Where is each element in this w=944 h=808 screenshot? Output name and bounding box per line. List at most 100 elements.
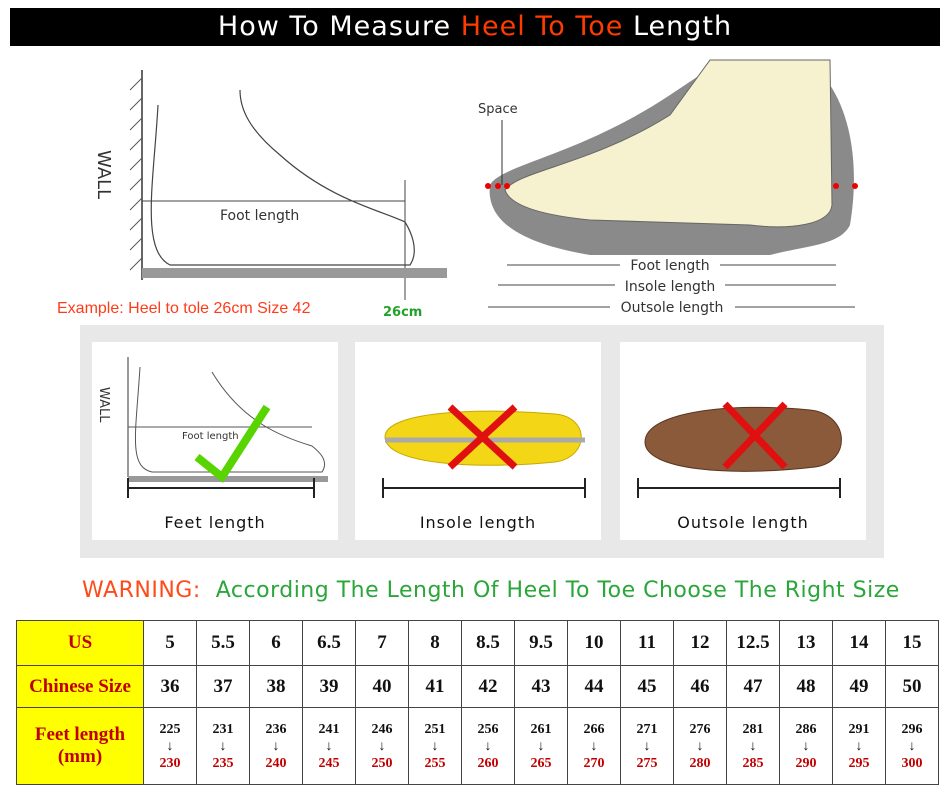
range-from: 266 [583, 721, 605, 737]
shoe-cross-section-diagram: Space Foot length Insole length Outsole … [478, 59, 858, 316]
range-to: 240 [265, 755, 287, 771]
range-to: 290 [795, 755, 817, 771]
arrow-down-icon: ↓ [802, 738, 810, 754]
range-to: 300 [901, 755, 923, 771]
space-label: Space [478, 102, 518, 117]
table-cell: 8.5 [461, 620, 515, 666]
range-to: 285 [742, 755, 764, 771]
table-cell: 11 [620, 620, 674, 666]
table-cell: 5 [143, 620, 197, 666]
table-cell: 7 [355, 620, 409, 666]
card-label: Feet length [164, 513, 266, 532]
foot-wall-diagram: WALL Foot length [93, 70, 447, 300]
table-cell: 271 ↓ 275 [620, 707, 674, 785]
title-highlight: Heel To Toe [460, 11, 624, 42]
table-cell: 281 ↓ 285 [726, 707, 780, 785]
header-line: Feet length [34, 724, 126, 745]
arrow-down-icon: ↓ [537, 738, 545, 754]
table-cell: 10 [567, 620, 621, 666]
range-from: 231 [212, 721, 234, 737]
row-header: Feet length (mm) [16, 707, 144, 785]
arrow-down-icon: ↓ [219, 738, 227, 754]
table-cell: 276 ↓ 280 [673, 707, 727, 785]
arrow-down-icon: ↓ [378, 738, 386, 754]
range-to: 250 [371, 755, 393, 771]
table-cell: 40 [355, 665, 409, 708]
wall-label: WALL [93, 150, 114, 199]
range-to: 255 [424, 755, 446, 771]
table-cell: 45 [620, 665, 674, 708]
arrow-down-icon: ↓ [590, 738, 598, 754]
table-cell: 48 [779, 665, 833, 708]
warning-message: According The Length Of Heel To Toe Choo… [215, 578, 900, 603]
example-text: Example: Heel to tole 26cm Size 42 [57, 300, 311, 317]
outsole-illustration [637, 401, 842, 498]
arrow-down-icon: ↓ [272, 738, 280, 754]
range-from: 296 [901, 721, 923, 737]
insole-illustration [382, 404, 586, 498]
range-to: 230 [159, 755, 181, 771]
warning-prefix: WARNING: [82, 578, 201, 603]
arrow-down-icon: ↓ [431, 738, 439, 754]
card-outsole-length: Outsole length [620, 342, 866, 540]
table-cell: 12 [673, 620, 727, 666]
table-cell: 37 [196, 665, 250, 708]
card-insole-length: Insole length [355, 342, 601, 540]
range-from: 286 [795, 721, 817, 737]
range-from: 225 [159, 721, 181, 737]
range-from: 236 [265, 721, 287, 737]
title-text: How To Measure [217, 11, 461, 42]
table-cell: 38 [249, 665, 303, 708]
range-to: 265 [530, 755, 552, 771]
table-cell: 251 ↓ 255 [408, 707, 462, 785]
table-cell: 286 ↓ 290 [779, 707, 833, 785]
table-cell: 44 [567, 665, 621, 708]
table-cell: 231 ↓ 235 [196, 707, 250, 785]
card-label: Insole length [419, 513, 537, 532]
range-from: 281 [742, 721, 764, 737]
insole-length-label: Insole length [625, 279, 715, 295]
table-cell: 47 [726, 665, 780, 708]
card-feet-length: WALL Foot length Feet length [92, 342, 338, 540]
table-cell: 266 ↓ 270 [567, 707, 621, 785]
arrow-down-icon: ↓ [749, 738, 757, 754]
table-cell: 42 [461, 665, 515, 708]
table-cell: 8 [408, 620, 462, 666]
table-cell: 296 ↓ 300 [885, 707, 939, 785]
row-header: Chinese Size [16, 665, 144, 708]
checkmark-icon [194, 404, 271, 483]
arrow-down-icon: ↓ [643, 738, 651, 754]
feet-length-illustration: WALL Foot length [96, 357, 328, 498]
table-cell: 6.5 [302, 620, 356, 666]
table-cell: 256 ↓ 260 [461, 707, 515, 785]
range-from: 256 [477, 721, 499, 737]
range-to: 280 [689, 755, 711, 771]
table-cell: 50 [885, 665, 939, 708]
table-cell: 46 [673, 665, 727, 708]
range-to: 235 [212, 755, 234, 771]
wall-label: WALL [96, 387, 111, 423]
foot-length-label: Foot length [220, 208, 299, 224]
table-cell: 225 ↓ 230 [143, 707, 197, 785]
range-to: 275 [636, 755, 658, 771]
table-cell: 6 [249, 620, 303, 666]
table-cell: 5.5 [196, 620, 250, 666]
range-to: 270 [583, 755, 605, 771]
arrow-down-icon: ↓ [484, 738, 492, 754]
range-from: 261 [530, 721, 552, 737]
table-row-us: US 5 5.5 6 6.5 7 8 8.5 9.5 10 11 12 12.5 13 14 15 [16, 620, 939, 666]
arrow-down-icon: ↓ [908, 738, 916, 754]
warning-line: WARNING: According The Length Of Heel To… [82, 578, 900, 603]
card-label: Outsole length [677, 513, 809, 532]
measurement-methods-panel: WALL Foot length Feet length Insole leng… [80, 325, 884, 558]
range-to: 295 [848, 755, 870, 771]
range-from: 271 [636, 721, 658, 737]
range-from: 251 [424, 721, 446, 737]
table-cell: 39 [302, 665, 356, 708]
table-cell: 13 [779, 620, 833, 666]
arrow-down-icon: ↓ [325, 738, 333, 754]
title-banner: How To Measure Heel To Toe Length [10, 8, 940, 46]
table-cell: 12.5 [726, 620, 780, 666]
outsole-length-label: Outsole length [621, 300, 724, 316]
table-cell: 9.5 [514, 620, 568, 666]
